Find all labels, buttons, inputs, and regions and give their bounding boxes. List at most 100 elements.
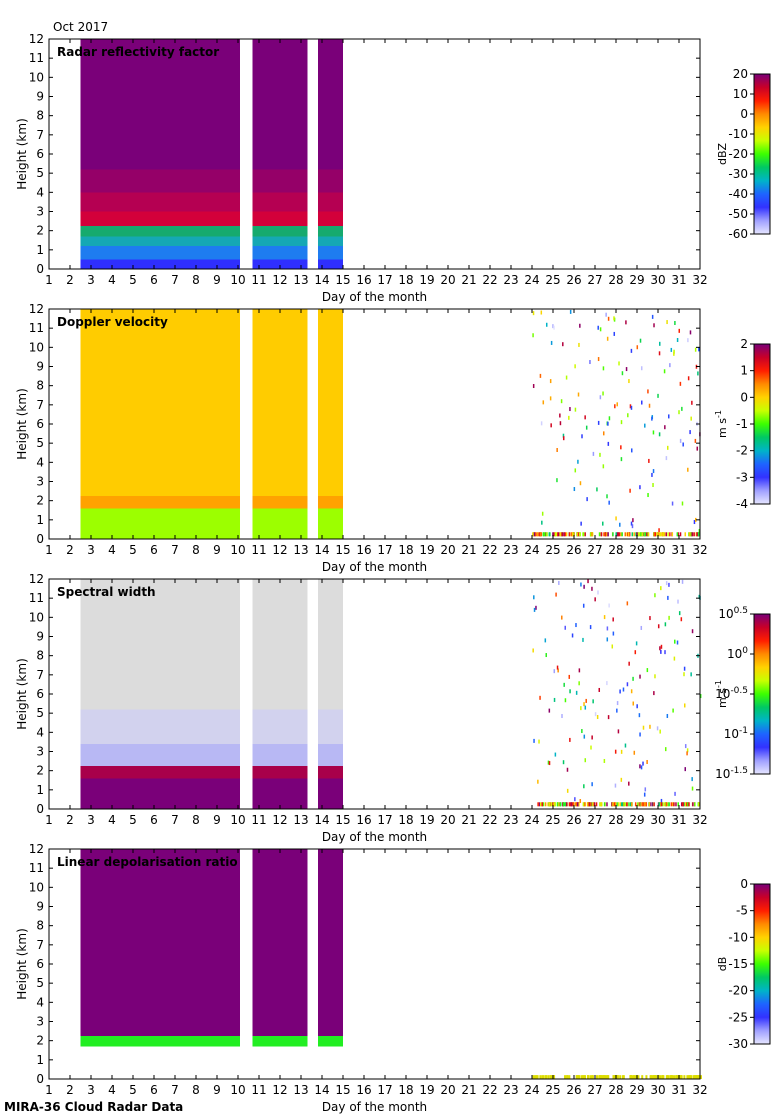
scatter-point	[571, 532, 574, 537]
x-tick-label: 30	[650, 273, 665, 287]
scatter-point	[556, 448, 558, 453]
scatter-point	[659, 532, 662, 537]
x-tick-label: 2	[66, 813, 74, 827]
scatter-point	[633, 532, 635, 537]
x-tick-label: 32	[692, 273, 707, 287]
x-tick-label: 12	[272, 543, 287, 557]
scatter-point	[660, 586, 662, 591]
y-tick-label: 11	[29, 51, 44, 65]
colorbar-tick-label: 2	[740, 337, 748, 351]
scatter-point	[533, 738, 535, 743]
scatter-point	[626, 601, 629, 606]
x-tick-label: 12	[272, 273, 287, 287]
x-tick-label: 25	[545, 273, 560, 287]
scatter-point	[539, 373, 542, 378]
scatter-point	[668, 615, 670, 620]
y-tick-label: 7	[36, 938, 44, 952]
scatter-point	[652, 1075, 655, 1079]
colorbar-tick-label: -20	[728, 984, 748, 998]
x-tick-label: 22	[482, 273, 497, 287]
scatter-point	[623, 802, 626, 807]
panel-title: Radar reflectivity factor	[57, 45, 219, 59]
data-layer	[317, 246, 343, 260]
x-tick-label: 13	[293, 1083, 308, 1097]
scatter-point	[669, 1075, 672, 1079]
x-tick-label: 4	[108, 543, 116, 557]
scatter-point	[686, 748, 689, 753]
y-tick-label: 9	[36, 90, 44, 104]
scatter-point	[603, 532, 605, 537]
x-tick-label: 20	[440, 813, 455, 827]
x-tick-label: 26	[566, 543, 581, 557]
data-layer	[252, 849, 308, 1036]
scatter-point	[631, 1075, 634, 1079]
scatter-point	[660, 644, 663, 649]
scatter-point	[570, 802, 573, 807]
scatter-point	[578, 668, 581, 673]
scatter-point	[561, 714, 563, 719]
scatter-point	[587, 579, 589, 584]
scatter-point	[662, 532, 664, 537]
scatter-point	[569, 309, 572, 314]
y-tick-label: 3	[36, 745, 44, 759]
scatter-point	[667, 445, 669, 450]
y-tick-label: 11	[29, 861, 44, 875]
scatter-point	[627, 532, 630, 537]
x-tick-label: 10	[230, 273, 245, 287]
scatter-point	[563, 802, 565, 807]
scatter-point	[619, 689, 621, 694]
scatter-point	[583, 702, 585, 707]
scatter-point	[607, 421, 609, 426]
scatter-point	[689, 330, 692, 335]
x-tick-label: 11	[251, 1083, 266, 1097]
scatter-point	[639, 338, 642, 343]
scatter-points	[532, 579, 702, 807]
scatter-point	[667, 595, 669, 600]
scatter-point	[590, 745, 592, 750]
y-axis-label: Height (km)	[15, 928, 29, 999]
scatter-point	[605, 312, 607, 317]
scatter-point	[699, 1075, 702, 1079]
x-tick-label: 30	[650, 543, 665, 557]
colorbar-scale	[753, 73, 771, 235]
scatter-point	[585, 698, 587, 703]
colorbar-tick-label: 20	[733, 67, 748, 81]
scatter-point	[677, 802, 679, 807]
scatter-point	[532, 648, 534, 653]
scatter-point	[647, 389, 649, 394]
x-tick-label: 19	[419, 1083, 434, 1097]
y-tick-label: 10	[29, 70, 44, 84]
data-period	[317, 849, 343, 1047]
scatter-point	[688, 1075, 691, 1079]
scatter-point	[634, 802, 637, 807]
y-tick-label: 0	[36, 262, 44, 276]
x-tick-label: 8	[192, 543, 200, 557]
y-tick-label: 12	[29, 32, 44, 46]
scatter-point	[584, 802, 586, 807]
y-tick-label: 2	[36, 1034, 44, 1048]
scatter-point	[584, 415, 586, 420]
scatter-point	[566, 802, 568, 807]
scatter-point	[544, 802, 547, 807]
scatter-point	[621, 532, 623, 537]
scatter-point	[602, 464, 605, 469]
scatter-point	[584, 758, 587, 763]
scatter-point	[560, 399, 563, 404]
x-tick-label: 23	[503, 1083, 518, 1097]
scatter-point	[579, 532, 581, 537]
scatter-point	[679, 438, 682, 443]
scatter-point	[607, 715, 610, 720]
scatter-point	[684, 532, 686, 537]
scatter-point	[541, 802, 543, 807]
data-layer	[80, 309, 241, 496]
x-tick-label: 17	[377, 273, 392, 287]
scatter-point	[553, 532, 555, 537]
scatter-point	[653, 691, 655, 696]
scatter-point	[624, 743, 627, 748]
y-tick-label: 9	[36, 630, 44, 644]
scatter-point	[677, 599, 679, 604]
x-tick-label: 4	[108, 813, 116, 827]
x-tick-label: 24	[524, 273, 539, 287]
data-period	[317, 579, 343, 809]
scatter-point	[640, 366, 643, 371]
